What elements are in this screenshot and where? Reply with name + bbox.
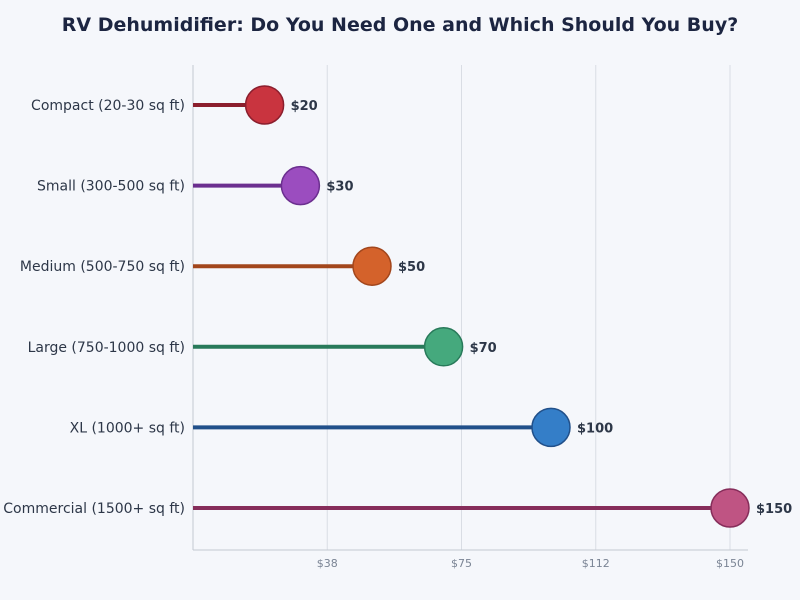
x-tick-label-1: $75 bbox=[451, 557, 472, 570]
lollipop-dot-3 bbox=[423, 327, 464, 367]
value-label-2: $50 bbox=[398, 260, 425, 275]
lollipop-dot-5 bbox=[710, 488, 750, 528]
category-label-4: XL (1000+ sq ft) bbox=[70, 420, 185, 436]
value-label-5: $150 bbox=[756, 502, 792, 517]
chart-title: RV Dehumidifier: Do You Need One and Whi… bbox=[61, 14, 739, 36]
category-label-0: Compact (20-30 sq ft) bbox=[31, 98, 185, 114]
category-label-3: Large (750-1000 sq ft) bbox=[28, 340, 185, 356]
x-tick-label-2: $112 bbox=[582, 557, 610, 570]
value-label-4: $100 bbox=[577, 421, 613, 436]
lollipop-dot-2 bbox=[352, 246, 392, 286]
x-tick-label-0: $38 bbox=[317, 557, 338, 570]
x-tick-label-3: $150 bbox=[716, 557, 744, 570]
category-label-2: Medium (500-750 sq ft) bbox=[20, 259, 185, 275]
category-label-1: Small (300-500 sq ft) bbox=[37, 179, 185, 195]
value-label-0: $20 bbox=[291, 99, 318, 114]
lollipop-dot-0 bbox=[244, 85, 285, 125]
value-label-1: $30 bbox=[326, 180, 353, 195]
lollipop-dot-1 bbox=[280, 165, 321, 206]
category-label-5: Commercial (1500+ sq ft) bbox=[3, 501, 185, 517]
lollipop-dot-4 bbox=[531, 407, 571, 448]
value-label-3: $70 bbox=[470, 341, 497, 356]
